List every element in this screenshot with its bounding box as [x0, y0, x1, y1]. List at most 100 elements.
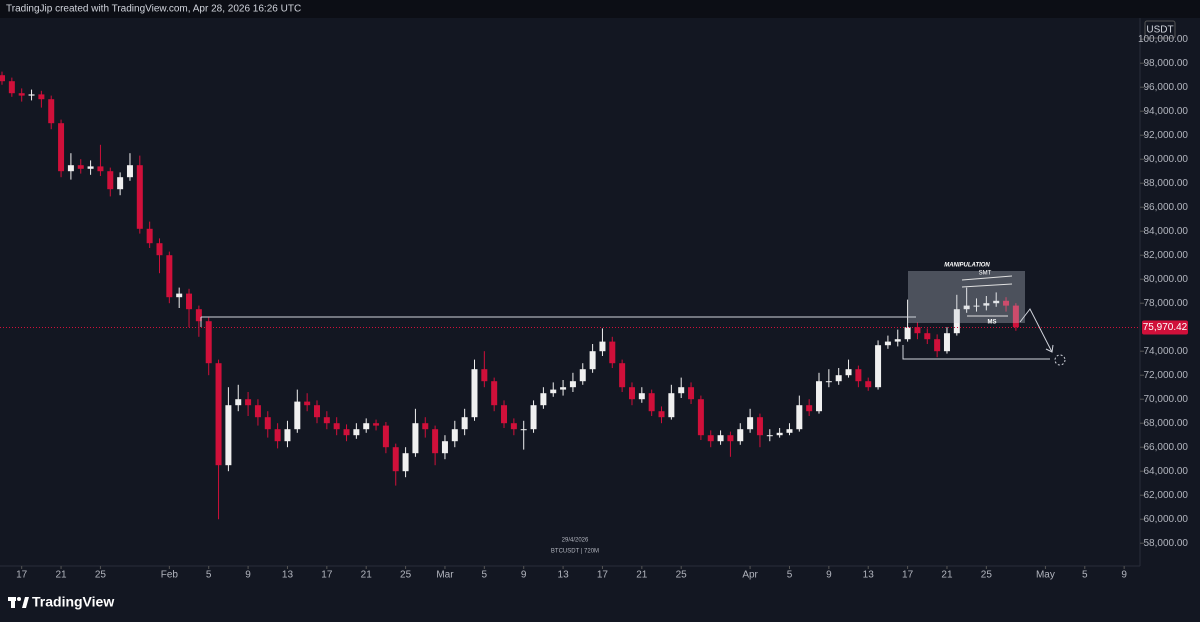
annotations: MANIPULATION SMT MS: [200, 263, 1066, 366]
projection-arrow: [1019, 308, 1053, 353]
candle-body: [491, 381, 498, 406]
candle-body: [136, 165, 143, 229]
y-tick-label: 98,000.00: [1144, 58, 1189, 69]
y-tick-label: 84,000.00: [1144, 226, 1189, 237]
candle-body: [589, 351, 596, 370]
x-tick-label: 17: [902, 570, 914, 581]
candle-body: [254, 405, 261, 418]
candle-body: [38, 94, 45, 100]
candle-body: [195, 309, 202, 322]
y-tick-label: 80,000.00: [1144, 274, 1189, 285]
candle-body: [796, 405, 803, 430]
x-tick-label: 9: [245, 570, 251, 581]
candle-body: [156, 243, 163, 256]
candle-body: [579, 369, 586, 382]
currency[interactable]: USDT: [1146, 25, 1173, 36]
candle-body: [550, 389, 557, 394]
x-tick-label: Apr: [742, 570, 758, 581]
candle-body: [451, 429, 458, 442]
candle-body: [816, 381, 823, 412]
x-tick-label: 5: [482, 570, 488, 581]
candle-body: [1012, 305, 1019, 328]
annotation: SMT: [979, 271, 992, 277]
logo-icon: [17, 597, 21, 601]
candle-body: [67, 165, 74, 172]
candle-body: [402, 453, 409, 472]
x-tick-label: 9: [826, 570, 832, 581]
candle-body: [225, 405, 232, 466]
candle-body: [18, 93, 25, 96]
logo: TradingView: [8, 594, 114, 610]
candle-body: [461, 417, 468, 430]
x-tick-label: 17: [321, 570, 333, 581]
candle-body: [481, 369, 488, 382]
y-tick-label: 64,000.00: [1144, 466, 1189, 477]
candle-body: [264, 417, 271, 430]
candle-body: [776, 432, 783, 436]
candle-body: [924, 333, 931, 340]
x-tick-label: 13: [863, 570, 875, 581]
candle-body: [766, 435, 773, 437]
candle-body: [215, 363, 222, 466]
candle-body: [0, 75, 5, 82]
candle-body: [973, 305, 980, 307]
header-bar: [0, 0, 1200, 18]
candle-body: [737, 429, 744, 442]
candle-body: [638, 393, 645, 400]
x-tick-label: Feb: [161, 570, 179, 581]
candle-body: [806, 405, 813, 412]
currency-box[interactable]: [1144, 20, 1176, 39]
candle-body: [422, 423, 429, 430]
candle-body: [540, 393, 547, 406]
candle-body: [235, 399, 242, 406]
candle-body: [747, 417, 754, 430]
candle-body: [894, 339, 901, 342]
candle-body: [353, 429, 360, 436]
candle-body: [707, 435, 714, 442]
candle-body: [530, 405, 537, 430]
x-tick-label: Mar: [436, 570, 454, 581]
candle-body: [934, 339, 941, 352]
candle-body: [943, 333, 950, 352]
candle-body: [648, 393, 655, 412]
candle-body: [510, 423, 517, 430]
candle-body: [97, 166, 104, 172]
arrow-head: [1045, 344, 1054, 353]
candle-body: [835, 375, 842, 382]
logo-icon: [11, 597, 15, 608]
candle-body: [313, 405, 320, 418]
x-tick-label: 13: [558, 570, 570, 581]
date-label: 29/4/2026: [562, 538, 589, 544]
candle-body: [904, 327, 911, 340]
smt-line: [961, 275, 1013, 281]
candle-body: [471, 369, 478, 418]
brand: TradingView: [32, 594, 114, 610]
x-tick-label: 5: [1082, 570, 1088, 581]
x-tick-label: 25: [400, 570, 412, 581]
x-tick-label: 9: [1121, 570, 1127, 581]
candle-body: [678, 387, 685, 394]
y-tick-label: 72,000.00: [1144, 370, 1189, 381]
annotation: MS: [988, 320, 997, 326]
y-tick-label: 78,000.00: [1144, 298, 1189, 309]
candle-body: [914, 327, 921, 334]
candle-body: [441, 441, 448, 454]
candle-body: [274, 429, 281, 442]
x-tick-label: 9: [521, 570, 527, 581]
x-tick-label: 17: [16, 570, 28, 581]
x-tick-label: 5: [787, 570, 793, 581]
candle-body: [432, 429, 439, 454]
candle-body: [392, 447, 399, 472]
candle-body: [382, 425, 389, 448]
target-circle: [1054, 354, 1066, 366]
candle-body: [875, 345, 882, 388]
y-tick-label: 100,000.00: [1138, 34, 1188, 45]
candle-body: [363, 423, 370, 430]
candle-body: [333, 423, 340, 430]
candle-body: [117, 177, 124, 190]
x-tick-label: 13: [282, 570, 294, 581]
candle-body: [963, 305, 970, 310]
annotation: MANIPULATION: [944, 263, 990, 269]
candle-body: [855, 369, 862, 382]
x-tick-label: 21: [361, 570, 373, 581]
